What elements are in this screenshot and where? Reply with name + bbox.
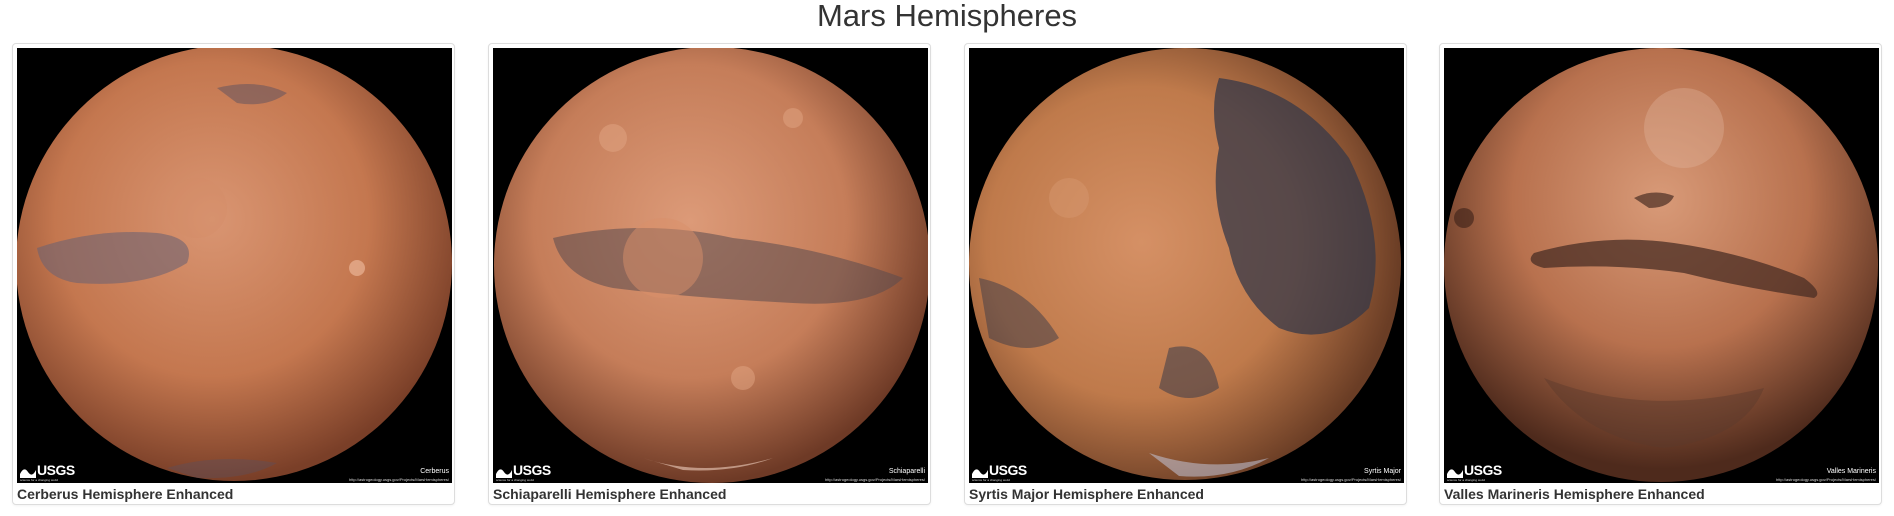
- mars-globe-icon: [1444, 48, 1879, 483]
- usgs-logo-text: USGS: [37, 462, 75, 478]
- hemisphere-card-schiaparelli[interactable]: USGS science for a changing world Schiap…: [488, 43, 931, 505]
- mars-globe-icon: [17, 48, 452, 483]
- usgs-tagline: science for a changing world: [1447, 478, 1486, 482]
- image-hemisphere-label: Schiaparelli: [888, 468, 925, 475]
- usgs-logo-icon: [972, 469, 988, 478]
- usgs-logo-icon: [496, 469, 512, 478]
- image-hemisphere-label: Cerberus: [420, 468, 449, 475]
- usgs-logo-text: USGS: [989, 462, 1027, 478]
- usgs-logo-text: USGS: [513, 462, 551, 478]
- hemisphere-image-syrtis-major[interactable]: USGS science for a changing world Syrtis…: [969, 48, 1404, 483]
- image-url-text: http://astrogeology.usgs.gov/Projects/Ma…: [349, 477, 449, 482]
- image-hemisphere-label: Syrtis Major: [1364, 468, 1401, 475]
- image-hemisphere-label: Valles Marineris: [1826, 468, 1876, 475]
- image-url-text: http://astrogeology.usgs.gov/Projects/Ma…: [1301, 477, 1401, 482]
- usgs-tagline: science for a changing world: [972, 478, 1011, 482]
- hemisphere-caption: Syrtis Major Hemisphere Enhanced: [969, 486, 1204, 502]
- hemisphere-grid: USGS science for a changing world Cerber…: [12, 43, 1882, 507]
- hemisphere-image-cerberus[interactable]: USGS science for a changing world Cerber…: [17, 48, 452, 483]
- hemisphere-card-syrtis-major[interactable]: USGS science for a changing world Syrtis…: [964, 43, 1407, 505]
- hemisphere-caption: Schiaparelli Hemisphere Enhanced: [493, 486, 727, 502]
- hemisphere-image-schiaparelli[interactable]: USGS science for a changing world Schiap…: [493, 48, 928, 483]
- hemisphere-caption: Valles Marineris Hemisphere Enhanced: [1444, 486, 1705, 502]
- usgs-tagline: science for a changing world: [20, 478, 59, 482]
- hemisphere-card-cerberus[interactable]: USGS science for a changing world Cerber…: [12, 43, 455, 505]
- hemisphere-caption: Cerberus Hemisphere Enhanced: [17, 486, 234, 502]
- hemisphere-image-valles-marineris[interactable]: USGS science for a changing world Valles…: [1444, 48, 1879, 483]
- mars-globe-icon: [969, 48, 1404, 483]
- usgs-logo-text: USGS: [1464, 462, 1502, 478]
- image-url-text: http://astrogeology.usgs.gov/Projects/Ma…: [825, 477, 925, 482]
- mars-globe-icon: [493, 48, 928, 483]
- usgs-logo-icon: [1447, 469, 1463, 478]
- usgs-logo-icon: [20, 469, 36, 478]
- image-url-text: http://astrogeology.usgs.gov/Projects/Ma…: [1776, 477, 1876, 482]
- page-title: Mars Hemispheres: [816, 0, 1078, 33]
- hemisphere-card-valles-marineris[interactable]: USGS science for a changing world Valles…: [1439, 43, 1882, 505]
- usgs-tagline: science for a changing world: [496, 478, 535, 482]
